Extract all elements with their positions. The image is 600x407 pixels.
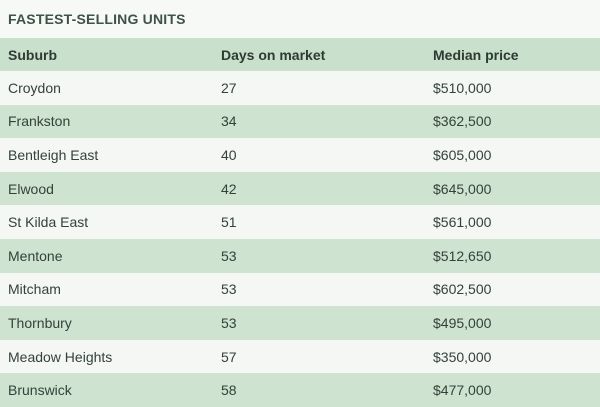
days-cell: 42	[221, 180, 237, 197]
suburb-cell: Bentleigh East	[8, 146, 99, 163]
price-cell: $561,000	[433, 214, 492, 231]
units-table: Suburb Days on market Median price Croyd…	[0, 38, 600, 407]
price-cell: $645,000	[433, 180, 492, 197]
days-cell: 51	[221, 214, 237, 231]
table-row: Mentone 53 $512,650	[0, 238, 600, 273]
days-cell: 53	[221, 314, 237, 331]
table-row: Bentleigh East 40 $605,000	[0, 138, 600, 172]
suburb-cell: Croydon	[8, 79, 61, 96]
days-cell: 27	[221, 79, 237, 96]
suburb-cell: Thornbury	[8, 314, 72, 331]
column-header-days-on-market[interactable]: Days on market	[221, 46, 326, 63]
days-cell: 53	[221, 247, 237, 264]
suburb-cell: St Kilda East	[8, 214, 89, 231]
price-cell: $350,000	[433, 348, 492, 365]
table-row: Croydon 27 $510,000	[0, 71, 600, 105]
table-title: FASTEST-SELLING UNITS	[8, 11, 186, 27]
suburb-cell: Mentone	[8, 247, 63, 264]
suburb-cell: Frankston	[8, 113, 71, 130]
days-cell: 40	[221, 146, 237, 163]
price-cell: $605,000	[433, 146, 492, 163]
price-cell: $495,000	[433, 314, 492, 331]
price-cell: $362,500	[433, 113, 492, 130]
table-row: Mitcham 53 $602,500	[0, 272, 600, 307]
days-cell: 53	[221, 281, 237, 298]
table-header-row: Suburb Days on market Median price	[0, 38, 600, 71]
table-row: Thornbury 53 $495,000	[0, 306, 600, 340]
table-row: Meadow Heights 57 $350,000	[0, 339, 600, 374]
price-cell: $512,650	[433, 247, 492, 264]
table-row: St Kilda East 51 $561,000	[0, 205, 600, 239]
column-header-median-price[interactable]: Median price	[433, 46, 519, 63]
suburb-cell: Mitcham	[8, 281, 61, 298]
suburb-cell: Brunswick	[8, 382, 72, 399]
table-row: Brunswick 58 $477,000	[0, 373, 600, 407]
price-cell: $510,000	[433, 79, 492, 96]
table-row: Elwood 42 $645,000	[0, 171, 600, 206]
suburb-cell: Meadow Heights	[8, 348, 113, 365]
column-header-suburb[interactable]: Suburb	[8, 46, 57, 63]
table-row: Frankston 34 $362,500	[0, 104, 600, 139]
price-cell: $477,000	[433, 382, 492, 399]
days-cell: 57	[221, 348, 237, 365]
days-cell: 34	[221, 113, 237, 130]
price-cell: $602,500	[433, 281, 492, 298]
suburb-cell: Elwood	[8, 180, 54, 197]
days-cell: 58	[221, 382, 237, 399]
